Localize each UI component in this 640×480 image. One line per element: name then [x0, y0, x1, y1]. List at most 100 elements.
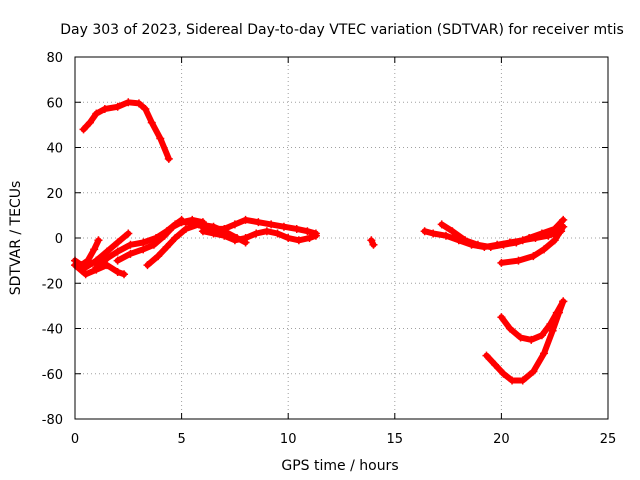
data-point	[559, 222, 568, 231]
x-tick-label: 10	[280, 432, 297, 447]
data-point	[241, 215, 250, 224]
data-point	[156, 134, 165, 143]
data-point	[113, 238, 122, 247]
data-point	[90, 245, 99, 254]
data-point	[486, 243, 495, 252]
y-tick-label: -20	[42, 277, 63, 292]
data-point	[559, 297, 568, 306]
data-point	[512, 238, 521, 247]
y-axis-label: SDTVAR / TECUs	[8, 181, 24, 296]
data-point	[169, 222, 178, 231]
series-track-j	[367, 236, 378, 249]
data-point	[181, 224, 190, 233]
data-point	[294, 236, 303, 245]
data-point	[461, 236, 470, 245]
data-point	[230, 236, 239, 245]
chart-title: Day 303 of 2023, Sidereal Day-to-day VTE…	[60, 22, 624, 38]
data-point	[559, 215, 568, 224]
data-point	[171, 234, 180, 242]
data-point	[262, 227, 271, 236]
data-point	[134, 99, 143, 108]
data-point	[548, 326, 557, 335]
series-track-o	[482, 297, 568, 385]
data-point	[92, 109, 101, 118]
data-point	[505, 324, 514, 333]
data-point	[369, 240, 378, 249]
data-point	[160, 231, 169, 240]
data-point	[220, 224, 229, 233]
data-point	[303, 227, 312, 236]
data-point	[147, 118, 156, 127]
data-point	[209, 229, 218, 238]
y-tick-label: 80	[46, 51, 63, 66]
data-point	[141, 105, 150, 114]
data-point	[102, 247, 111, 256]
data-point	[420, 227, 429, 236]
x-tick-label: 20	[493, 432, 510, 447]
y-tick-label: 60	[46, 96, 63, 111]
data-point	[162, 243, 171, 252]
data-point	[92, 256, 101, 265]
data-point	[252, 229, 261, 238]
data-point	[113, 247, 122, 256]
data-point	[102, 261, 111, 270]
data-point	[448, 227, 457, 236]
data-point	[220, 231, 229, 240]
data-point	[437, 220, 446, 229]
data-point	[429, 229, 438, 238]
data-point	[284, 234, 293, 242]
data-point	[473, 240, 482, 249]
data-point	[499, 240, 508, 249]
data-point	[254, 218, 263, 227]
data-point	[113, 102, 122, 111]
data-point	[126, 240, 135, 249]
data-point	[550, 236, 559, 245]
data-point	[177, 218, 186, 227]
data-point	[79, 125, 88, 134]
data-point	[367, 236, 376, 245]
data-point	[441, 231, 450, 240]
y-tick-label: 20	[46, 187, 63, 202]
data-point	[550, 224, 559, 233]
data-point	[81, 263, 90, 272]
data-point	[92, 263, 101, 272]
data-point	[279, 222, 288, 231]
data-point	[267, 220, 276, 229]
data-point	[154, 252, 163, 261]
data-point	[94, 236, 103, 245]
data-point	[311, 231, 320, 240]
data-point	[537, 331, 546, 340]
data-point	[126, 249, 135, 258]
data-point	[241, 234, 250, 242]
data-point	[491, 360, 500, 369]
data-point	[508, 376, 517, 385]
series-track-m	[497, 222, 568, 267]
data-point	[124, 229, 133, 238]
data-point	[188, 218, 197, 227]
series-line	[144, 221, 249, 269]
data-point	[518, 376, 527, 385]
y-tick-label: 0	[55, 232, 63, 247]
data-point	[113, 256, 122, 265]
y-tick-label: 40	[46, 142, 63, 157]
data-point	[143, 261, 152, 270]
series-track-d	[81, 229, 133, 272]
axis-ticks: 0 5 10 15 20 25 -80 -60 -40 -20 0 20 40 60 80	[42, 51, 617, 447]
data-point	[482, 351, 491, 360]
y-tick-label: -60	[42, 368, 63, 383]
data-point	[516, 333, 525, 342]
gridlines	[75, 57, 608, 419]
data-point	[292, 224, 301, 233]
data-point	[149, 240, 158, 249]
x-tick-label: 5	[177, 432, 185, 447]
data-point	[113, 267, 122, 276]
y-tick-label: -80	[42, 413, 63, 428]
data-series-layer	[71, 98, 568, 385]
data-point	[273, 229, 282, 238]
data-point	[139, 245, 148, 254]
x-tick-label: 0	[71, 432, 79, 447]
data-point	[305, 234, 314, 242]
series-track-a	[79, 98, 173, 163]
series-track-i	[198, 227, 320, 245]
